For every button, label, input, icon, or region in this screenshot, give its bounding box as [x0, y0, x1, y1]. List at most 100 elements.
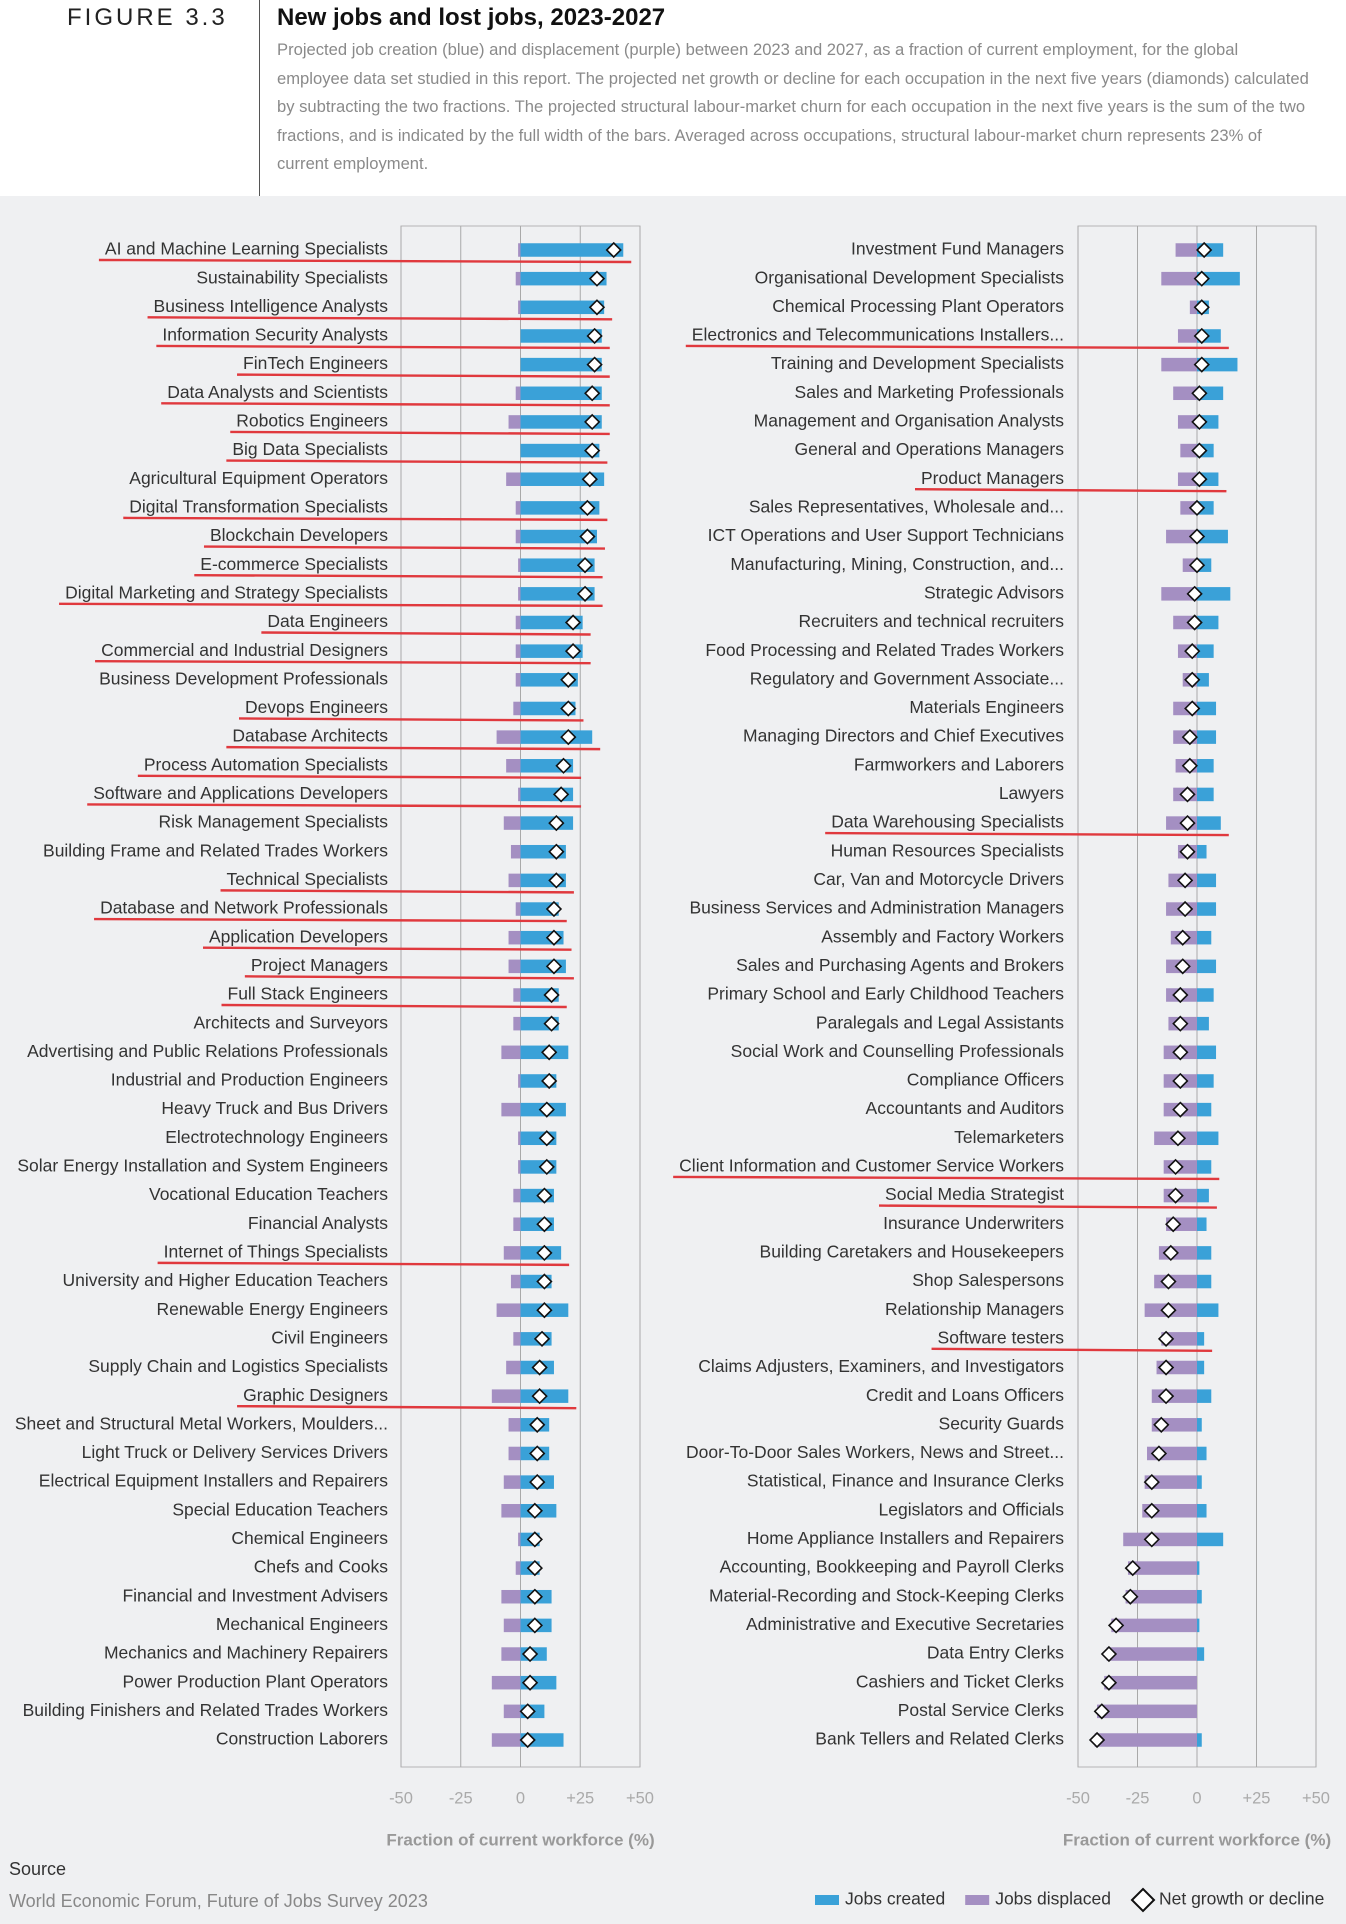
category-label: Application Developers	[209, 926, 388, 946]
category-label: Client Information and Customer Service …	[679, 1156, 1064, 1176]
net-marker	[564, 643, 582, 660]
bar	[1197, 1561, 1200, 1575]
category-label: Solar Energy Installation and System Eng…	[17, 1156, 388, 1176]
category-label: Recruiters and technical recruiters	[798, 611, 1064, 631]
bar	[520, 902, 559, 916]
net-marker	[541, 1072, 558, 1090]
category-label: Civil Engineers	[271, 1327, 388, 1347]
category-label: Primary School and Early Childhood Teach…	[707, 984, 1064, 1004]
bar	[1197, 959, 1217, 974]
category-label: Sales Representatives, Wholesale and...	[749, 497, 1064, 517]
bar	[513, 988, 521, 1002]
net-marker	[1172, 1015, 1189, 1032]
bar	[1197, 1589, 1202, 1604]
bar	[496, 1303, 521, 1317]
net-marker	[1184, 671, 1201, 688]
bar	[520, 558, 595, 572]
net-marker	[576, 585, 594, 602]
net-marker	[605, 241, 622, 259]
category-label: Full Stack Engineers	[228, 984, 389, 1004]
category-label: Devops Engineers	[245, 697, 388, 717]
bar	[518, 1160, 521, 1174]
highlight-underline	[685, 344, 1229, 350]
category-label: Database and Network Professionals	[100, 898, 388, 918]
net-marker	[579, 499, 596, 517]
category-label: Financial and Investment Advisers	[122, 1585, 388, 1605]
category-label: Shop Salespersons	[912, 1270, 1064, 1290]
bar	[520, 701, 576, 716]
legend-swatch	[965, 1895, 990, 1905]
category-label: Graphic Designers	[243, 1385, 388, 1405]
highlight-underline	[238, 717, 584, 722]
net-marker	[586, 327, 603, 345]
net-marker	[1093, 1703, 1110, 1720]
bar	[1197, 1504, 1207, 1518]
bar	[1094, 1733, 1197, 1747]
category-label: Materials Engineers	[909, 697, 1064, 717]
net-marker	[1172, 1044, 1189, 1061]
bar	[508, 1446, 521, 1461]
category-label: Farmworkers and Laborers	[854, 754, 1064, 774]
bar	[518, 300, 521, 315]
bar	[1197, 1733, 1202, 1747]
category-label: Product Managers	[921, 468, 1064, 488]
bar	[1197, 673, 1209, 687]
category-label: Building Caretakers and Housekeepers	[760, 1242, 1065, 1262]
category-label: Paralegals and Legal Assistants	[816, 1012, 1064, 1032]
bar	[508, 930, 521, 945]
net-marker	[519, 1731, 536, 1749]
category-label: Lawyers	[999, 783, 1064, 803]
bar	[520, 329, 602, 343]
bar	[496, 730, 521, 744]
category-label: Sales and Purchasing Agents and Brokers	[736, 955, 1064, 975]
bar	[513, 1188, 521, 1203]
net-marker	[519, 1703, 536, 1720]
bar	[520, 357, 602, 372]
category-label: Software testers	[938, 1327, 1065, 1347]
category-label: Organisational Development Specialists	[755, 267, 1065, 287]
net-marker	[1160, 1273, 1177, 1290]
net-marker	[1088, 1731, 1106, 1749]
category-label: Mechanics and Machinery Repairers	[104, 1643, 388, 1663]
bar	[518, 243, 521, 257]
category-label: Power Production Plant Operators	[122, 1671, 388, 1691]
highlight-underline	[673, 1175, 1220, 1181]
net-marker	[548, 872, 565, 889]
category-label: Digital Transformation Specialists	[129, 497, 388, 517]
category-label: Business Development Professionals	[99, 668, 388, 688]
bar	[1197, 1131, 1219, 1146]
category-label: Big Data Specialists	[232, 439, 388, 459]
net-marker	[529, 1445, 546, 1462]
net-marker	[1169, 1130, 1187, 1147]
category-label: AI and Machine Learning Specialists	[105, 239, 388, 259]
net-marker	[560, 728, 577, 746]
subtitle: Projected job creation (blue) and displa…	[277, 40, 1309, 174]
net-marker	[584, 413, 601, 431]
bar	[1197, 1246, 1212, 1260]
net-marker	[1157, 1330, 1175, 1347]
category-label: Social Media Strategist	[885, 1184, 1064, 1204]
category-label: Data Engineers	[267, 611, 388, 631]
category-label: Supply Chain and Logistics Specialists	[88, 1356, 388, 1376]
bar	[520, 443, 600, 458]
category-label: Internet of Things Specialists	[164, 1242, 389, 1262]
category-label: Cashiers and Ticket Clerks	[856, 1671, 1064, 1691]
bar	[1197, 930, 1212, 945]
net-marker	[1160, 1302, 1177, 1319]
net-marker	[548, 814, 565, 832]
bar	[1197, 1303, 1219, 1317]
net-marker	[1172, 1072, 1189, 1090]
category-label: Building Finishers and Related Trades Wo…	[23, 1700, 389, 1720]
bar	[1197, 1045, 1217, 1060]
bar	[515, 529, 521, 544]
category-label: Data Entry Clerks	[927, 1643, 1064, 1663]
bar	[1161, 587, 1197, 601]
net-marker	[1143, 1502, 1160, 1519]
bar	[520, 386, 602, 401]
highlight-underline	[914, 488, 1227, 493]
bar	[1197, 1274, 1212, 1289]
net-marker	[1143, 1473, 1160, 1491]
x-tick-label: 0	[1192, 1789, 1201, 1807]
net-marker	[1188, 557, 1206, 574]
category-label: Chemical Processing Plant Operators	[772, 296, 1064, 316]
